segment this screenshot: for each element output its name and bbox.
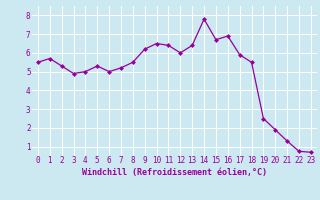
X-axis label: Windchill (Refroidissement éolien,°C): Windchill (Refroidissement éolien,°C): [82, 168, 267, 177]
